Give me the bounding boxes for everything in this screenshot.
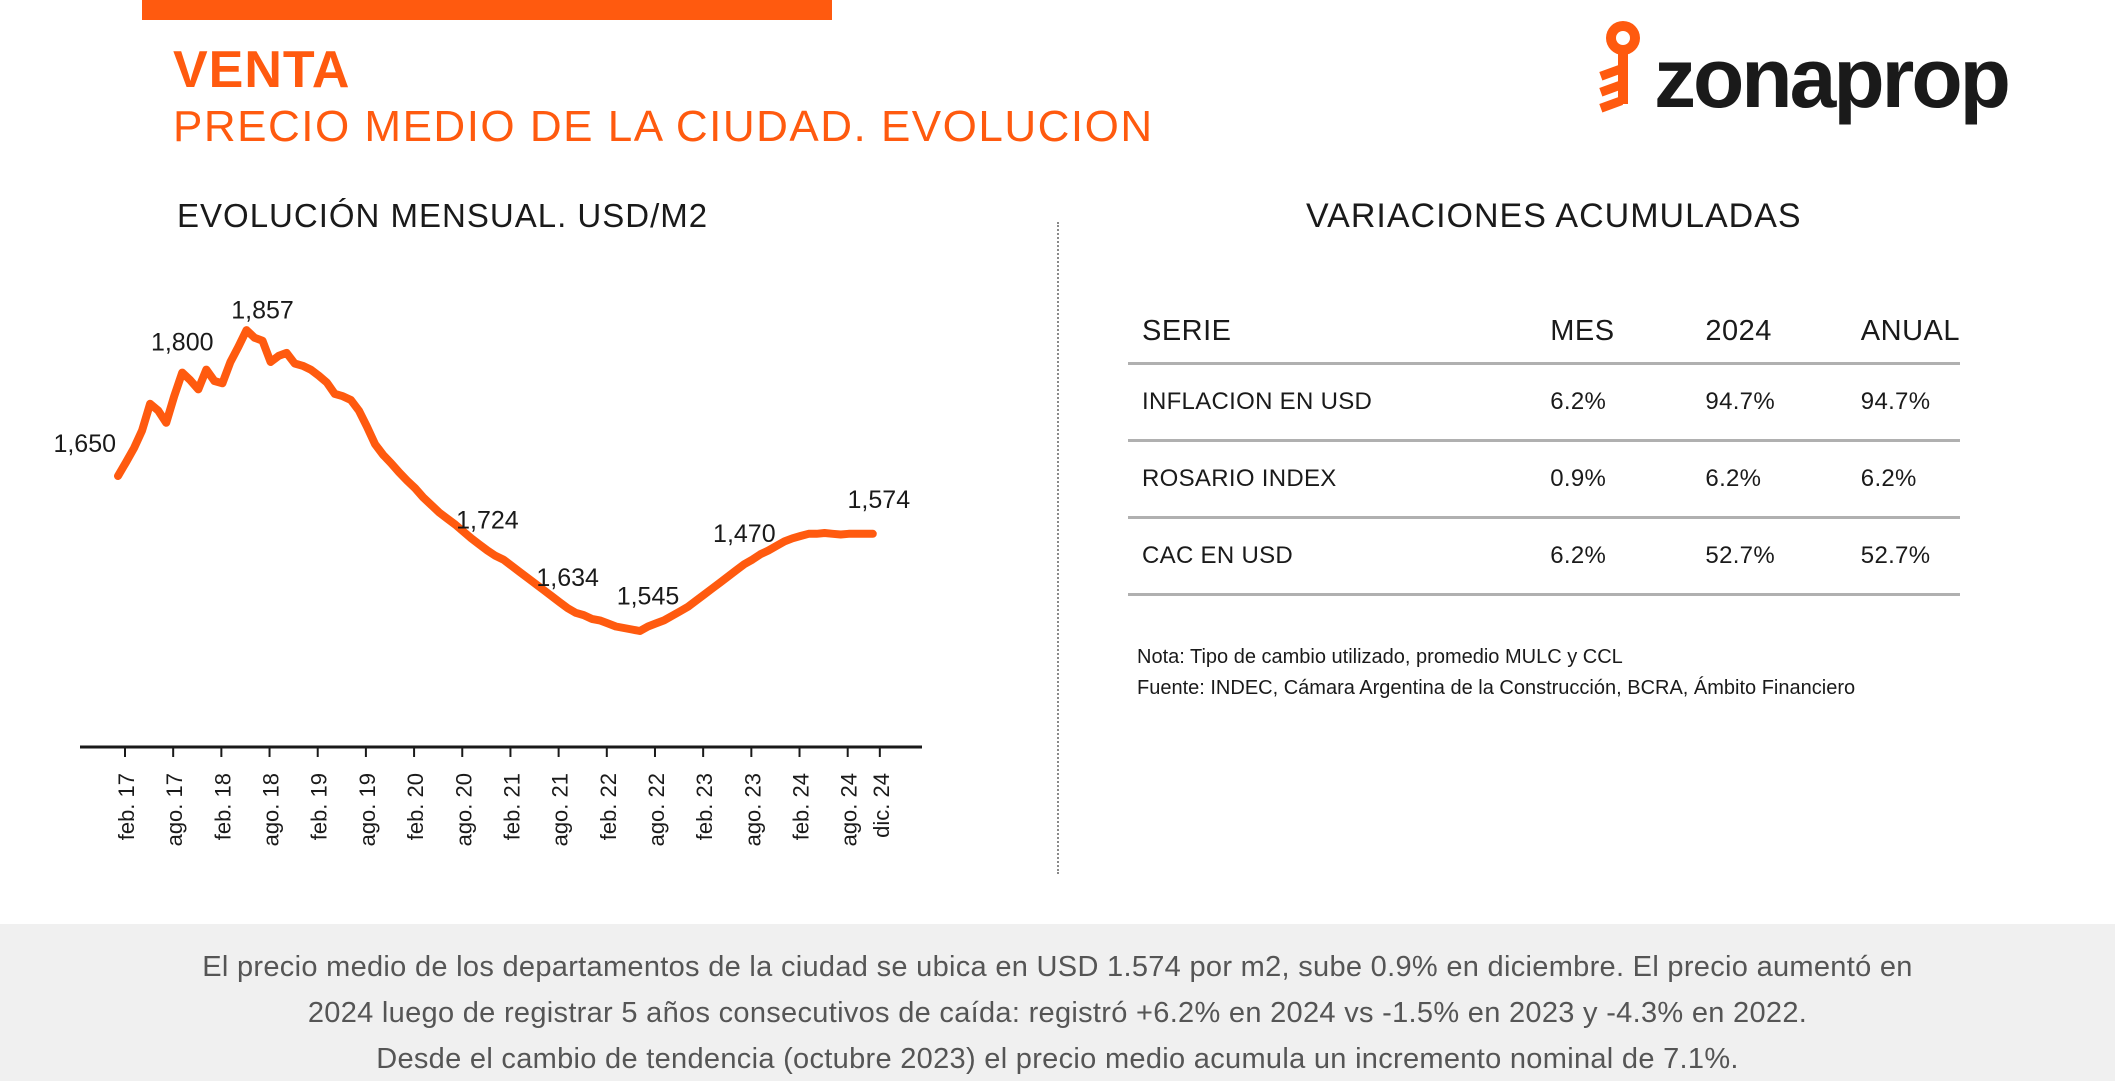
- cell-2024: 52.7%: [1691, 517, 1847, 596]
- data-label: 1,545: [617, 582, 680, 610]
- summary-line-3: Desde el cambio de tendencia (octubre 20…: [376, 1043, 1739, 1075]
- variations-table: SERIE MES 2024 ANUAL INFLACION EN USD 6.…: [1128, 300, 1960, 596]
- top-accent-bar: [142, 0, 832, 20]
- data-label: 1,470: [713, 520, 776, 548]
- cell-mes: 0.9%: [1536, 440, 1692, 519]
- table-row: INFLACION EN USD 6.2% 94.7% 94.7%: [1128, 363, 1960, 442]
- section-divider: [1057, 222, 1059, 874]
- page-title: VENTA: [173, 41, 351, 99]
- cell-anual: 94.7%: [1846, 363, 1960, 442]
- price-series-line: [114, 326, 877, 635]
- source-note: Fuente: INDEC, Cámara Argentina de la Co…: [1137, 677, 1856, 699]
- x-tick-label: feb. 19: [307, 773, 332, 840]
- x-tick-label: feb. 21: [499, 773, 524, 840]
- x-tick-label: feb. 22: [596, 773, 621, 840]
- x-tick-label: ago. 19: [355, 773, 380, 846]
- data-label: 1,800: [151, 329, 214, 357]
- x-tick-label: feb. 18: [210, 773, 235, 840]
- x-tick-label: feb. 24: [789, 773, 814, 840]
- data-label: 1,650: [53, 430, 116, 458]
- data-label: 1,724: [456, 506, 519, 534]
- cell-anual: 6.2%: [1846, 440, 1960, 519]
- table-header-row: SERIE MES 2024 ANUAL: [1128, 300, 1960, 365]
- cell-serie: INFLACION EN USD: [1128, 363, 1537, 442]
- x-tick-label: ago. 18: [259, 773, 284, 846]
- x-tick-label: feb. 20: [403, 773, 428, 840]
- x-tick-label: feb. 23: [692, 773, 717, 840]
- cell-2024: 94.7%: [1691, 363, 1847, 442]
- key-icon: [1599, 21, 1640, 113]
- page-subtitle: PRECIO MEDIO DE LA CIUDAD. EVOLUCION: [173, 102, 1154, 151]
- x-tick-label: ago. 20: [451, 773, 476, 846]
- summary-line-1: El precio medio de los departamentos de …: [202, 951, 1913, 983]
- cell-2024: 6.2%: [1691, 440, 1847, 519]
- x-tick-label: feb. 17: [114, 773, 139, 840]
- summary-line-2: 2024 luego de registrar 5 años consecuti…: [307, 997, 1808, 1029]
- data-label: 1,857: [231, 297, 294, 325]
- cell-mes: 6.2%: [1536, 517, 1692, 596]
- x-tick-label: ago. 22: [644, 773, 669, 846]
- header-serie: SERIE: [1128, 300, 1537, 365]
- price-evolution-chart: feb. 17 ago. 17 feb. 18 ago. 18 feb. 19 ago. …: [53, 297, 922, 846]
- cell-serie: ROSARIO INDEX: [1128, 440, 1537, 519]
- cell-mes: 6.2%: [1536, 363, 1692, 442]
- zonaprop-logo: zonaprop: [1598, 18, 2048, 133]
- logo-wordmark: zonaprop: [1654, 31, 2011, 125]
- table-row: ROSARIO INDEX 0.9% 6.2% 6.2%: [1128, 440, 1960, 519]
- notes: Nota: Tipo de cambio utilizado, promedio…: [1137, 642, 1855, 704]
- variations-title: VARIACIONES ACUMULADAS: [1306, 197, 1802, 235]
- x-tick-label: ago. 24: [837, 773, 862, 846]
- header-anual: ANUAL: [1846, 300, 1960, 365]
- x-tick-label: ago. 23: [740, 773, 765, 846]
- data-label: 1,574: [848, 486, 911, 514]
- x-tick-label: ago. 17: [162, 773, 187, 846]
- data-label: 1,634: [536, 564, 599, 592]
- summary-footer: El precio medio de los departamentos de …: [0, 924, 2115, 1081]
- table-row: CAC EN USD 6.2% 52.7% 52.7%: [1128, 517, 1960, 596]
- x-tick-label: ago. 21: [548, 773, 573, 846]
- chart-title: EVOLUCIÓN MENSUAL. USD/M2: [177, 197, 709, 234]
- x-tick-label: dic. 24: [869, 773, 894, 838]
- cell-serie: CAC EN USD: [1128, 517, 1537, 596]
- cell-anual: 52.7%: [1846, 517, 1960, 596]
- header-2024: 2024: [1691, 300, 1847, 365]
- exchange-note: Nota: Tipo de cambio utilizado, promedio…: [1137, 646, 1623, 668]
- header-mes: MES: [1536, 300, 1692, 365]
